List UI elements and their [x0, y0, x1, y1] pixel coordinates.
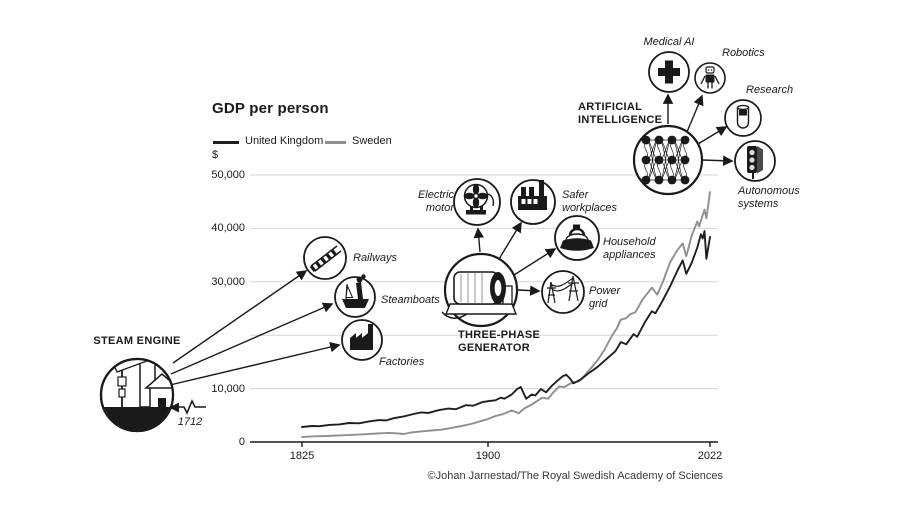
household-appliances-label-line2: appliances — [603, 248, 656, 261]
autonomous-systems-label-line1: Autonomous — [738, 185, 800, 197]
robotics-label: Robotics — [722, 47, 765, 59]
arrow-generator-motor — [473, 227, 485, 253]
research-label: Research — [746, 84, 794, 96]
artificial-intelligence-label: ARTIFICIAL INTELLIGENCE — [578, 101, 662, 127]
x-tick-label: 1825 — [289, 450, 315, 462]
y-tick-label: 40,000 — [211, 222, 245, 235]
ai-network-lattice — [641, 135, 690, 185]
steam-engine-label: STEAM ENGINE — [93, 335, 181, 347]
arrow-generator-workplaces — [498, 221, 522, 260]
factories-icon — [341, 319, 383, 361]
arrow-steam-steamboats — [170, 302, 334, 375]
year-1712-label: 1712 — [177, 416, 203, 428]
three-phase-generator-label-line2: GENERATOR — [458, 342, 530, 354]
electric-motor-label: Electric motor — [398, 189, 454, 214]
legend-label-uk: United Kingdom — [245, 135, 324, 147]
power-grid-icon — [541, 270, 585, 314]
legend-label-sweden: Sweden — [352, 135, 392, 147]
y-axis-unit: $ — [212, 149, 219, 161]
autonomous-systems-icon — [734, 140, 776, 182]
factories-label: Factories — [379, 356, 425, 368]
steamboats-label: Steamboats — [381, 294, 440, 306]
safer-workplaces-icon — [510, 179, 556, 225]
safer-workplaces-label: Safer workplaces — [562, 189, 617, 214]
household-appliances-label: Household appliances — [603, 236, 656, 261]
medical-ai-label: Medical AI — [643, 36, 695, 48]
y-tick-label: 0 — [238, 436, 245, 448]
power-grid-label: Power grid — [589, 285, 620, 310]
y-tick-label: 10,000 — [211, 382, 245, 395]
robotics-icon — [694, 62, 726, 94]
safer-workplaces-label-line1: Safer — [562, 189, 589, 201]
artificial-intelligence-icon — [632, 124, 704, 196]
x-tick-label: 2022 — [697, 450, 723, 462]
steam-engine-icon — [99, 357, 175, 433]
artificial-intelligence-label-line1: ARTIFICIAL — [578, 101, 643, 113]
three-phase-generator-icon — [441, 252, 519, 328]
railways-label: Railways — [353, 252, 398, 264]
arrow-steam-railways — [172, 270, 308, 364]
steamboats-icon — [334, 274, 376, 318]
electric-motor-icon — [453, 178, 501, 226]
three-phase-generator-label: THREE-PHASE GENERATOR — [458, 329, 540, 355]
series-line-united-kingdom — [301, 230, 711, 428]
power-grid-label-line2: grid — [589, 297, 608, 310]
credit-line: ©Johan Jarnestad/The Royal Swedish Acade… — [427, 470, 724, 482]
arrow-ai-autonomous — [701, 155, 734, 166]
railways-icon — [303, 236, 347, 280]
three-phase-generator-label-line1: THREE-PHASE — [458, 329, 541, 341]
research-icon — [724, 99, 762, 137]
autonomous-systems-label: Autonomous systems — [738, 185, 800, 210]
arrow-generator-appliances — [513, 248, 557, 276]
arrow-steam-factories — [169, 341, 341, 386]
spinoff-arrows — [169, 93, 734, 386]
y-tick-label: 30,000 — [211, 275, 245, 288]
power-grid-label-line1: Power — [589, 285, 621, 297]
artificial-intelligence-label-line2: INTELLIGENCE — [578, 114, 663, 126]
arrow-generator-grid — [517, 285, 541, 296]
chart-title: GDP per person — [212, 100, 329, 117]
legend-swatch-sweden — [325, 141, 346, 144]
household-appliances-label-line1: Household — [603, 236, 656, 248]
arrow-ai-robotics — [686, 94, 704, 133]
electric-motor-label-line2: motor — [425, 201, 454, 214]
electric-motor-label-line1: Electric — [417, 189, 454, 201]
data-series — [301, 191, 711, 438]
series-line-sweden — [301, 191, 711, 438]
arrow-ai-research — [697, 126, 728, 145]
safer-workplaces-label-line2: workplaces — [562, 201, 618, 214]
y-tick-label: 50,000 — [211, 169, 245, 181]
autonomous-systems-label-line2: systems — [738, 197, 779, 210]
x-tick-label: 1900 — [475, 450, 501, 462]
legend-swatch-uk — [213, 141, 239, 144]
household-appliances-icon — [554, 215, 600, 261]
year-1712-pointer — [169, 399, 206, 415]
x-axis — [250, 441, 718, 447]
medical-ai-icon — [648, 51, 690, 93]
